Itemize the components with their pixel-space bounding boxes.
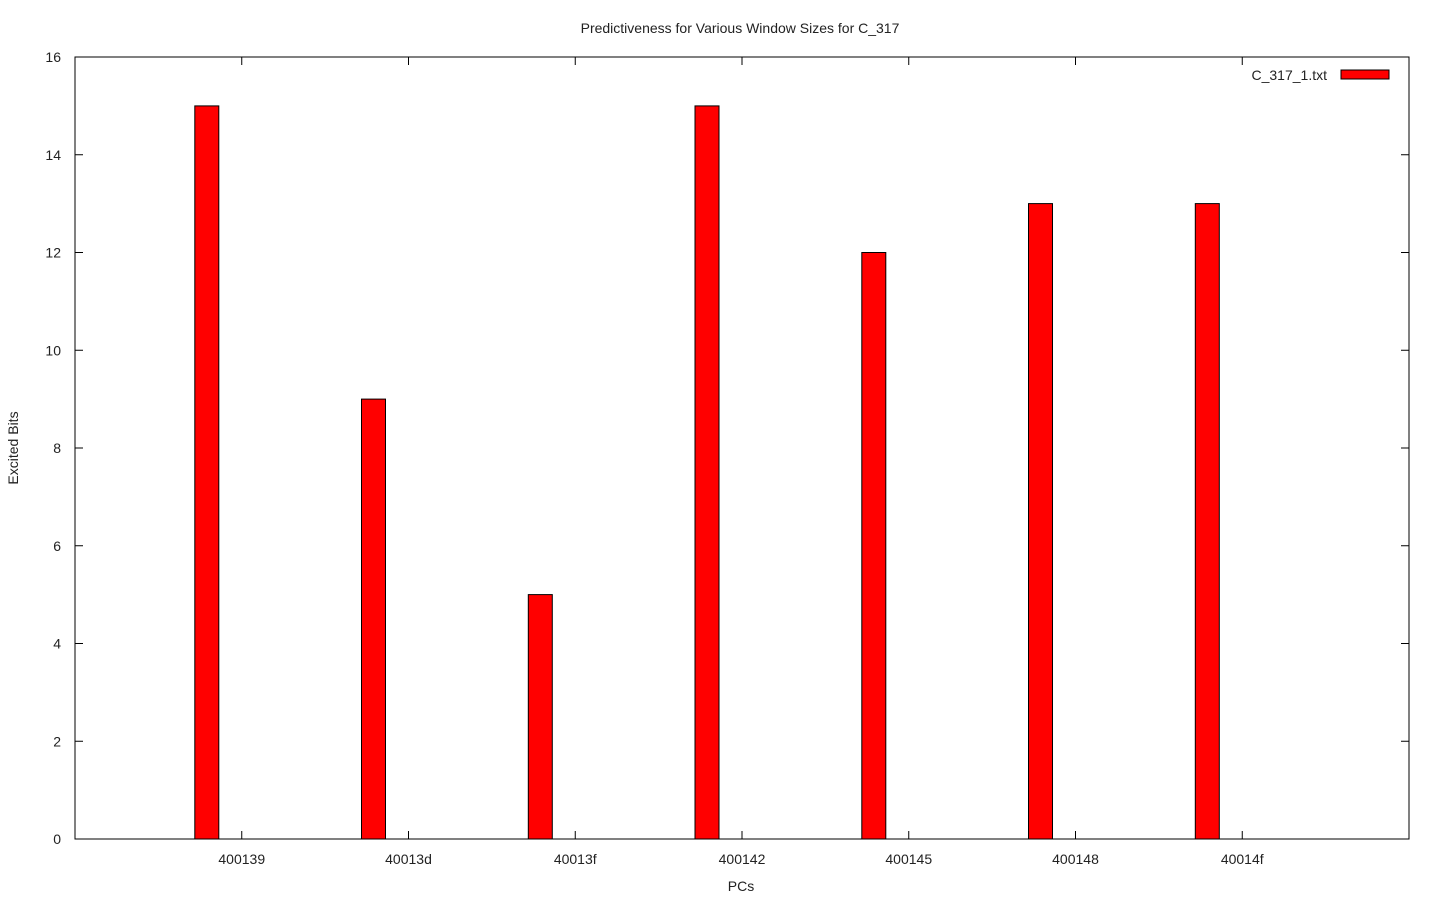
y-tick-label-12: 12 — [45, 245, 61, 261]
x-axis-label: PCs — [728, 878, 754, 894]
x-tick-label-40013d: 40013d — [385, 851, 432, 867]
bars-layer — [194, 105, 1220, 840]
legend-swatch — [1340, 69, 1390, 80]
x-tick-label-400145: 400145 — [885, 851, 932, 867]
y-tick-label-14: 14 — [45, 147, 61, 163]
bar-40013d — [361, 398, 386, 840]
legend: C_317_1.txt — [1252, 67, 1390, 83]
y-tick-label-10: 10 — [45, 342, 61, 358]
y-tick-label-0: 0 — [53, 831, 61, 847]
y-tick-label-6: 6 — [53, 538, 61, 554]
y-ticks-layer: 0 2 4 6 8 10 12 14 16 — [45, 49, 1409, 847]
x-tick-label-400139: 400139 — [218, 851, 265, 867]
bar-400142 — [694, 105, 720, 840]
x-tick-label-400148: 400148 — [1052, 851, 1099, 867]
legend-label: C_317_1.txt — [1252, 67, 1328, 83]
x-tick-label-400142: 400142 — [719, 851, 766, 867]
bar-40014f — [1194, 203, 1220, 840]
y-tick-label-4: 4 — [53, 636, 61, 652]
chart-title: Predictiveness for Various Window Sizes … — [581, 20, 900, 36]
y-tick-label-8: 8 — [53, 440, 61, 456]
bar-400139 — [194, 105, 220, 840]
x-ticks-layer: 400139 40013d 40013f 400142 400145 400148 4001… — [218, 57, 1264, 867]
bar-400148 — [1028, 203, 1053, 840]
y-tick-label-2: 2 — [53, 733, 61, 749]
x-tick-label-40013f: 40013f — [554, 851, 597, 867]
bar-40013f — [527, 594, 553, 840]
y-axis-label: Excited Bits — [5, 411, 21, 484]
y-tick-label-16: 16 — [45, 49, 61, 65]
x-tick-label-40014f: 40014f — [1221, 851, 1264, 867]
bar-400145 — [861, 252, 887, 840]
